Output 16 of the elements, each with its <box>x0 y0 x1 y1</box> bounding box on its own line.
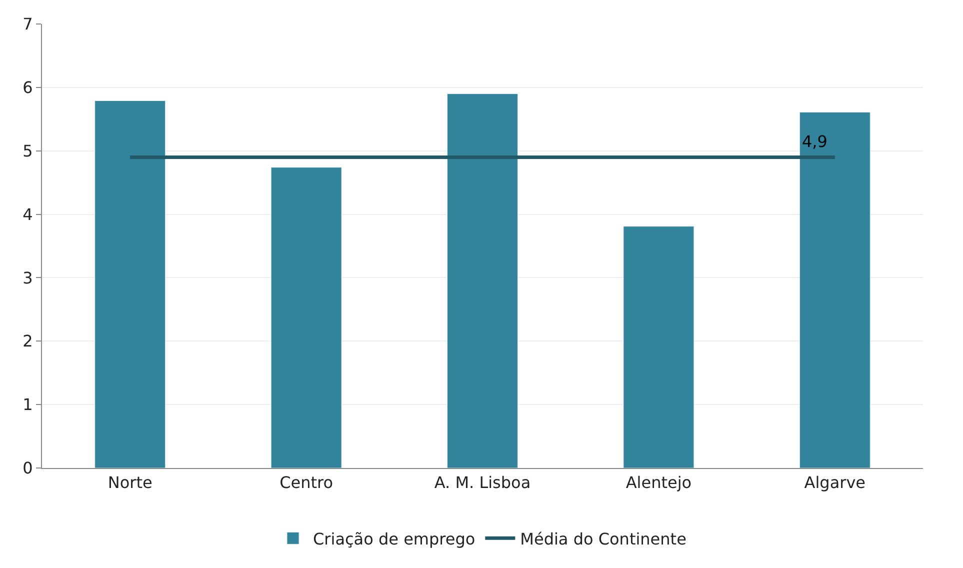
y-tick-label: 5 <box>22 141 33 160</box>
data-label: 4,9 <box>802 132 828 151</box>
x-tick-label: Alentejo <box>626 473 692 492</box>
y-tick-label: 4 <box>22 204 33 224</box>
legend-label: Criação de emprego <box>313 529 476 548</box>
y-tick-label: 7 <box>22 14 33 34</box>
y-tick-label: 2 <box>22 332 33 351</box>
x-tick-label: Algarve <box>804 473 866 492</box>
y-tick-label: 3 <box>22 268 33 288</box>
legend-label: Média do Continente <box>520 529 686 548</box>
y-tick-label: 0 <box>22 458 33 478</box>
x-tick-label: Centro <box>280 473 334 492</box>
x-tick-label: A. M. Lisboa <box>434 473 531 492</box>
x-tick-label: Norte <box>108 473 152 492</box>
y-tick-label: 6 <box>22 78 33 98</box>
y-tick-label: 1 <box>22 395 33 414</box>
